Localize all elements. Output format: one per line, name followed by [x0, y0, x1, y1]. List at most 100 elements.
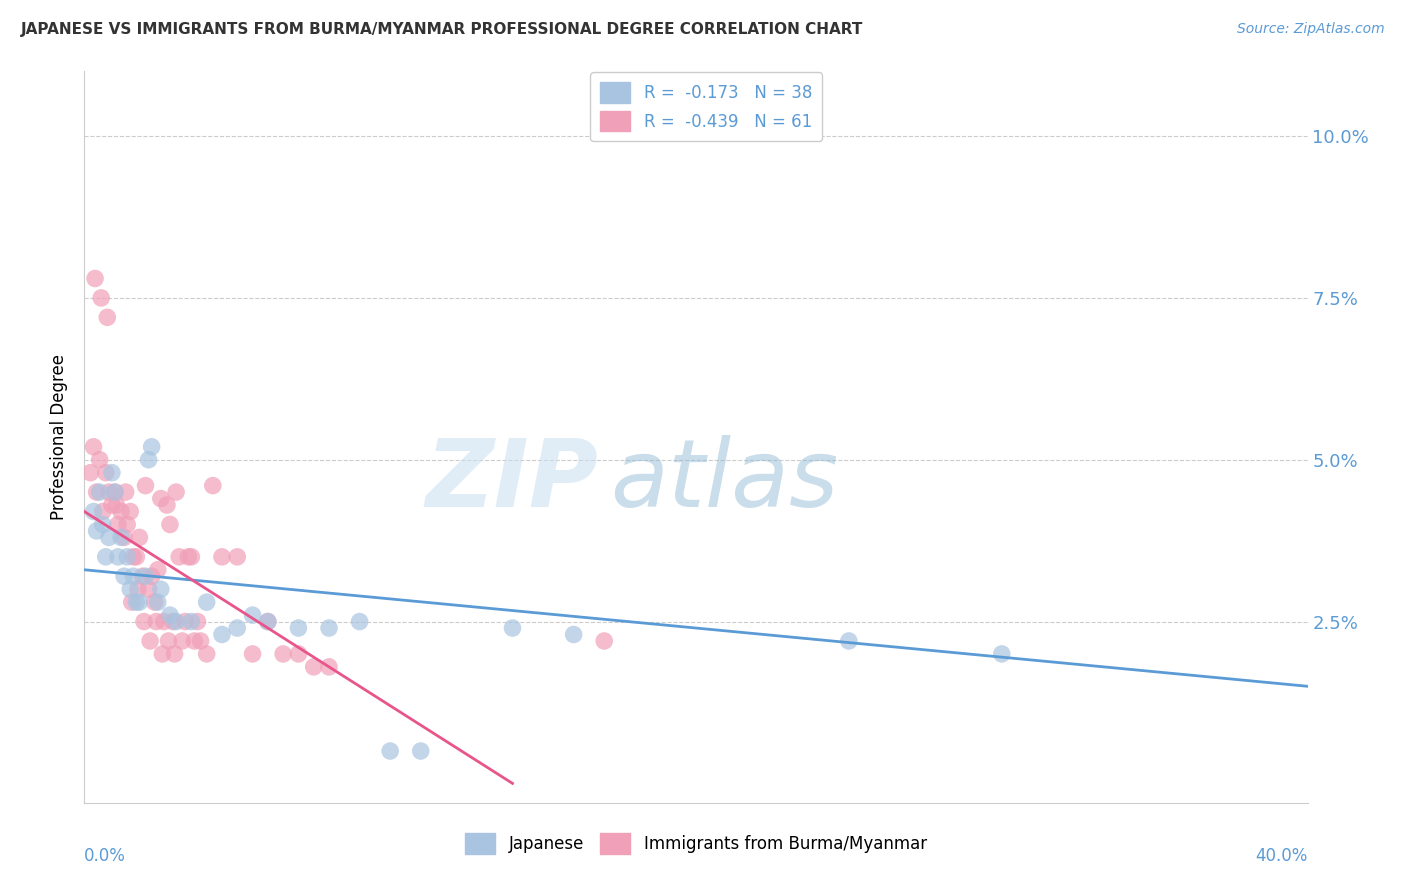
Point	[89, 485, 111, 500]
Point	[83, 504, 105, 518]
Point	[121, 595, 143, 609]
Point	[115, 517, 138, 532]
Point	[167, 549, 190, 564]
Point	[101, 466, 124, 480]
Point	[122, 569, 145, 583]
Point	[132, 615, 155, 629]
Text: atlas: atlas	[610, 435, 838, 526]
Point	[149, 491, 172, 506]
Point	[96, 310, 118, 325]
Point	[91, 504, 114, 518]
Point	[318, 621, 340, 635]
Point	[190, 634, 212, 648]
Point	[112, 569, 135, 583]
Point	[141, 569, 163, 583]
Point	[211, 627, 233, 641]
Point	[195, 647, 218, 661]
Point	[138, 582, 160, 597]
Point	[86, 524, 108, 538]
Point	[172, 634, 194, 648]
Point	[409, 744, 432, 758]
Point	[302, 660, 325, 674]
Point	[180, 549, 202, 564]
Point	[149, 582, 172, 597]
Point	[110, 504, 132, 518]
Point	[242, 647, 264, 661]
Point	[110, 530, 132, 544]
Point	[143, 595, 166, 609]
Point	[91, 517, 114, 532]
Point	[125, 549, 148, 564]
Text: ZIP: ZIP	[425, 435, 598, 527]
Point	[146, 563, 169, 577]
Point	[138, 452, 160, 467]
Point	[90, 291, 112, 305]
Point	[89, 452, 111, 467]
Point	[79, 466, 101, 480]
Point	[141, 440, 163, 454]
Point	[150, 647, 173, 661]
Point	[257, 615, 280, 629]
Point	[159, 517, 181, 532]
Point	[593, 634, 616, 648]
Point	[349, 615, 371, 629]
Point	[287, 621, 309, 635]
Point	[211, 549, 233, 564]
Point	[380, 744, 402, 758]
Point	[257, 615, 280, 629]
Point	[287, 647, 309, 661]
Point	[86, 485, 108, 500]
Point	[186, 615, 208, 629]
Point	[226, 621, 249, 635]
Point	[104, 485, 127, 500]
Point	[242, 608, 264, 623]
Point	[177, 549, 200, 564]
Point	[120, 582, 142, 597]
Point	[107, 549, 129, 564]
Point	[122, 549, 145, 564]
Point	[97, 530, 120, 544]
Point	[135, 478, 157, 492]
Legend: Japanese, Immigrants from Burma/Myanmar: Japanese, Immigrants from Burma/Myanmar	[458, 827, 934, 860]
Point	[991, 647, 1014, 661]
Point	[127, 582, 149, 597]
Point	[183, 634, 205, 648]
Point	[114, 485, 136, 500]
Point	[146, 595, 169, 609]
Point	[157, 634, 180, 648]
Point	[105, 498, 128, 512]
Point	[83, 440, 105, 454]
Point	[139, 634, 162, 648]
Point	[201, 478, 224, 492]
Point	[502, 621, 524, 635]
Point	[226, 549, 249, 564]
Point	[159, 608, 181, 623]
Point	[153, 615, 176, 629]
Point	[115, 549, 138, 564]
Point	[135, 569, 157, 583]
Point	[163, 647, 186, 661]
Point	[128, 595, 150, 609]
Point	[165, 615, 187, 629]
Point	[94, 466, 117, 480]
Point	[84, 271, 107, 285]
Point	[318, 660, 340, 674]
Point	[125, 595, 148, 609]
Point	[112, 530, 135, 544]
Point	[195, 595, 218, 609]
Point	[97, 485, 120, 500]
Text: JAPANESE VS IMMIGRANTS FROM BURMA/MYANMAR PROFESSIONAL DEGREE CORRELATION CHART: JAPANESE VS IMMIGRANTS FROM BURMA/MYANMA…	[21, 22, 863, 37]
Point	[174, 615, 197, 629]
Point	[131, 569, 153, 583]
Point	[128, 530, 150, 544]
Point	[838, 634, 860, 648]
Point	[271, 647, 294, 661]
Text: Source: ZipAtlas.com: Source: ZipAtlas.com	[1237, 22, 1385, 37]
Point	[562, 627, 585, 641]
Point	[156, 498, 179, 512]
Point	[165, 485, 187, 500]
Point	[180, 615, 202, 629]
Text: 0.0%: 0.0%	[84, 847, 127, 864]
Point	[94, 549, 117, 564]
Text: 40.0%: 40.0%	[1256, 847, 1308, 864]
